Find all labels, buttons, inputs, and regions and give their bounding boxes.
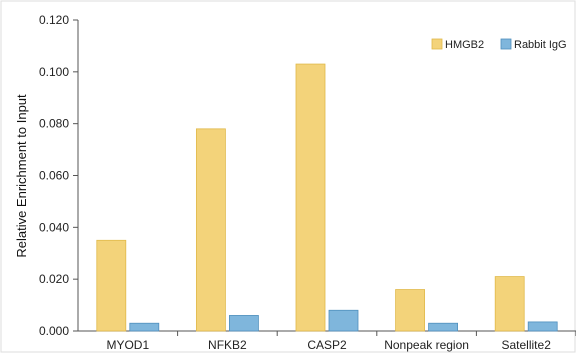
bar-rabbit-igg [228, 315, 259, 332]
legend-swatch [500, 38, 512, 50]
bar-hmgb2 [295, 63, 326, 332]
y-tick-label: 0.060 [39, 169, 69, 183]
x-tick-label: NFKB2 [208, 338, 247, 352]
bar-hmgb2 [494, 276, 525, 332]
x-tick-label: CASP2 [307, 338, 347, 352]
legend-label: Rabbit IgG [514, 39, 567, 51]
bar-rabbit-igg [328, 309, 359, 332]
legend-swatch [431, 38, 443, 50]
y-tick-label: 0.100 [39, 65, 69, 79]
legend: HMGB2 Rabbit IgG [431, 38, 567, 51]
y-tick-label: 0.040 [39, 220, 69, 234]
bar-hmgb2 [96, 239, 127, 332]
y-tick-label: 0.000 [39, 324, 69, 338]
x-axis: MYOD1 NFKB2 CASP2 Nonpeak region Satellite2 [78, 330, 576, 352]
bar-rabbit-igg [527, 321, 558, 332]
y-axis: 0.000 0.020 0.040 0.060 0.080 0.100 0.120 [39, 13, 79, 338]
bar-hmgb2 [195, 128, 226, 332]
y-tick-label: 0.020 [39, 272, 69, 286]
legend-label: HMGB2 [445, 39, 484, 51]
bar-hmgb2 [395, 289, 426, 332]
x-tick-label: Nonpeak region [384, 338, 469, 352]
bars [96, 63, 558, 332]
x-tick-label: MYOD1 [106, 338, 149, 352]
y-axis-label: Relative Enrichment to Input [14, 94, 29, 258]
y-tick-label: 0.080 [39, 117, 69, 131]
bar-rabbit-igg [428, 322, 459, 332]
y-tick-label: 0.120 [39, 13, 69, 27]
bar-rabbit-igg [129, 322, 160, 332]
x-tick-label: Satellite2 [502, 338, 552, 352]
